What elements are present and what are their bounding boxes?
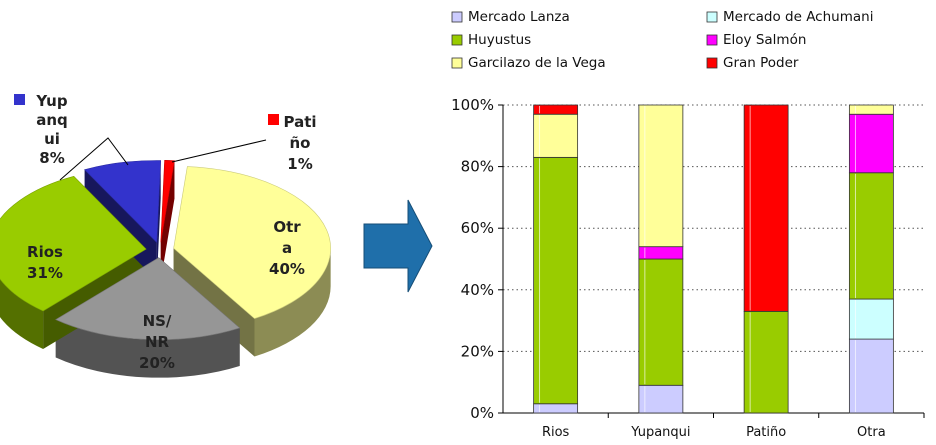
pie-slice-wall	[160, 160, 175, 281]
leader-line	[59, 137, 129, 181]
y-tick-label: 40%	[461, 281, 494, 299]
bar-otra-garcilazo-de-la-vega	[848, 104, 894, 115]
x-tick-label-rios: Rios	[542, 425, 570, 440]
stacked-bar-chart: 0% 20% 40% 60% 80% 100% Rios Yupanqui Patiño Otra…	[451, 9, 925, 440]
bar-rios-huyustus	[533, 156, 579, 405]
legend-label-garcilazo-de-la-vega: Garcilazo de la Vega	[468, 55, 606, 71]
legend-swatch-eloy-salmon	[706, 34, 718, 46]
legend-swatch-mercado-de-achumani	[706, 11, 718, 23]
pie-label-patino: Pati ño 1%	[283, 113, 316, 173]
x-tick-label-otra: Otra	[857, 425, 886, 440]
bar-otra-mercado-lanza	[848, 338, 894, 414]
x-tick-label-patino: Patiño	[746, 425, 786, 440]
pie-slice-side	[0, 279, 44, 349]
legend-label-mercado-lanza: Mercado Lanza	[468, 9, 570, 25]
y-tick-label: 100%	[451, 96, 494, 114]
y-tick-label: 0%	[470, 404, 494, 422]
bar-yupanqui-mercado-lanza	[638, 384, 684, 414]
bar-otra-huyustus	[848, 172, 894, 300]
legend-label-eloy-salmon: Eloy Salmón	[723, 32, 806, 48]
pie-slice-otra	[173, 166, 331, 319]
pie-slice-yupanqui	[84, 160, 162, 244]
bar-otra-mercado-de-achumani	[848, 298, 894, 340]
leader-line	[171, 139, 267, 163]
right-arrow-icon	[363, 199, 433, 293]
pie-label-ns-nr: NS/NR 20%	[139, 312, 175, 372]
arrow-shape	[363, 199, 433, 293]
bar-rios-gran-poder	[533, 104, 579, 115]
pie-label-key	[268, 114, 279, 125]
legend-swatch-gran-poder	[706, 57, 718, 69]
legend-swatch-garcilazo-de-la-vega	[451, 57, 463, 69]
pie-slice-rios	[0, 175, 147, 312]
bar-rios-garcilazo-de-la-vega	[533, 113, 579, 158]
y-tick-label: 20%	[461, 342, 494, 360]
legend-swatch-mercado-lanza	[451, 11, 463, 23]
bar-patino-huyustus	[743, 310, 789, 414]
y-tick-label: 80%	[461, 158, 494, 176]
bar-patino-gran-poder	[743, 104, 789, 312]
bar-yupanqui-garcilazo-de-la-vega	[638, 104, 684, 248]
bar-otra-eloy-salmon	[848, 113, 894, 174]
pie-label-rios: Rios 31%	[27, 243, 63, 282]
legend-label-mercado-de-achumani: Mercado de Achumani	[723, 9, 873, 25]
pie-label-yupanqui: Yup anq ui 8%	[35, 92, 67, 167]
x-tick-label-yupanqui: Yupanqui	[630, 425, 690, 440]
bar-yupanqui-eloy-salmon	[638, 246, 684, 260]
bar-yupanqui-huyustus	[638, 258, 684, 386]
pie-slice-ns-nr	[55, 257, 241, 340]
y-tick-label: 60%	[461, 219, 494, 237]
bar-rios-mercado-lanza	[533, 403, 579, 414]
legend-label-huyustus: Huyustus	[468, 32, 531, 48]
pie-slice-wall	[156, 160, 161, 281]
pie-chart: Otr a 40% NS/NR 20% Rios 31% Yup anq ui 8% Pati ño 1%	[0, 92, 331, 378]
pie-label-otra: Otr a 40%	[269, 218, 305, 278]
pie-slice-side	[254, 248, 331, 357]
legend-label-gran-poder: Gran Poder	[723, 55, 799, 71]
legend-swatch-huyustus	[451, 34, 463, 46]
pie-slice-patino	[160, 160, 175, 243]
pie-label-key	[14, 94, 25, 105]
